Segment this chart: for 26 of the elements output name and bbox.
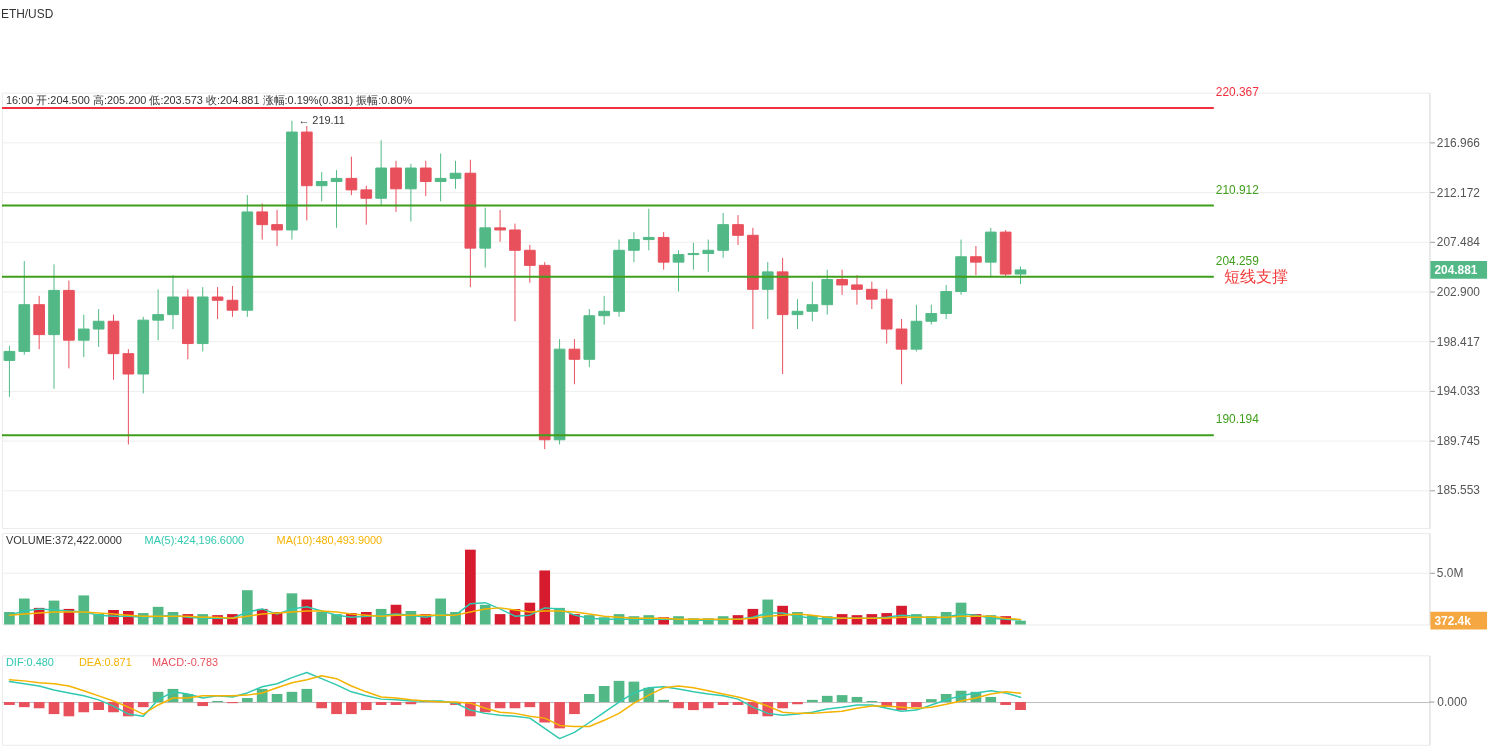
ref-line-label: 220.367 (1215, 85, 1260, 100)
y-tick-label: 189.745 (1436, 433, 1481, 448)
y-tick-label: 198.417 (1436, 334, 1481, 349)
y-tick-label: 202.900 (1436, 284, 1481, 299)
y-tick-label: 207.484 (1436, 235, 1481, 250)
series-label: DEA:0.871 (78, 656, 132, 669)
annotation: 短线支撑 (1223, 267, 1288, 285)
y-tick-label: 5.0M (1436, 566, 1464, 581)
annotation: ← 219.11 (298, 113, 345, 126)
text: MA(5):424,196.6000 (144, 533, 245, 546)
text: MACD:-0.783 (151, 656, 219, 669)
y-tick-label: 212.172 (1436, 185, 1481, 200)
annotation: VOLUME:372,422.0000 (5, 533, 122, 546)
ref-line-label: 204.259 (1215, 253, 1260, 268)
y-tick-label: 216.966 (1436, 136, 1481, 151)
chart-title: ETH/USD (0, 6, 54, 21)
text: MA(10):480,493.9000 (276, 533, 383, 546)
ref-line-label: 190.194 (1215, 412, 1260, 427)
y-tick-label: 185.553 (1436, 483, 1481, 498)
series-label: DIF:0.480 (5, 656, 54, 669)
ref-line-label: 210.912 (1215, 182, 1260, 197)
text: 204.881 (1434, 262, 1478, 277)
y-tick-label: 194.033 (1436, 384, 1481, 399)
text: 0.000 (1437, 695, 1468, 710)
annotation: 16:00 开:204.500 高:205.200 低:203.573 收:204.881 涨幅:0.19%(0.381) 振幅:0.80% (5, 93, 413, 106)
text: 372.4k (1434, 613, 1472, 628)
